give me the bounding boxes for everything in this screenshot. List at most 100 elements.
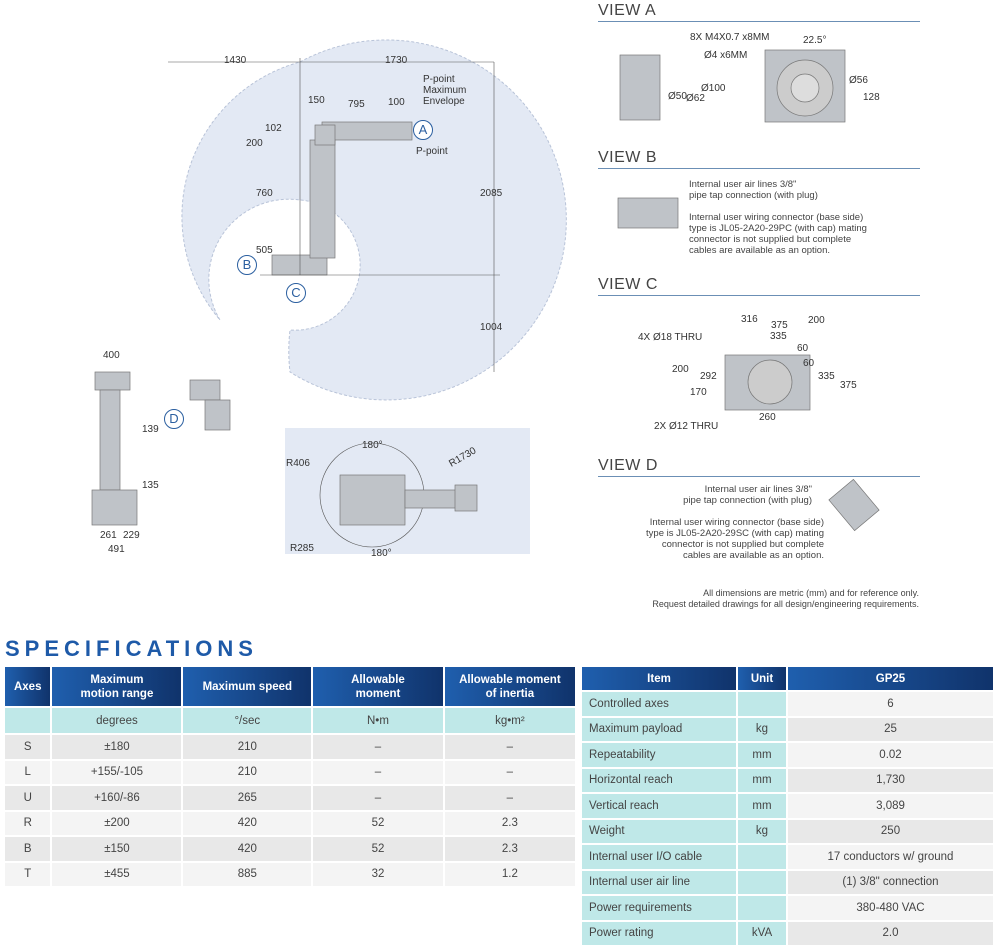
table-row: S ±180 210– – — [5, 735, 575, 761]
table-cell: – — [444, 735, 575, 761]
dim-label: Maximum — [423, 85, 467, 96]
table-cell: R — [5, 811, 51, 837]
item-cell: Internal user I/O cable — [582, 845, 736, 871]
dim-label: Ø100 — [701, 83, 726, 94]
table-cell: 32 — [313, 862, 443, 888]
table-cell: 885 — [183, 862, 312, 888]
item-cell: Weight — [582, 819, 736, 845]
table-cell: 2.3 — [444, 837, 575, 863]
dim-label: 22.5° — [803, 35, 827, 46]
column-header: GP25 — [788, 667, 993, 692]
unit-cell — [5, 708, 51, 735]
dim-label: 491 — [108, 544, 125, 555]
dim-label: 139 — [142, 424, 159, 435]
table-cell: U — [5, 786, 51, 812]
marker-c: C — [286, 283, 306, 303]
dim-label: 2085 — [480, 188, 503, 199]
table-row: Vertical reach mm 3,089 — [582, 794, 993, 820]
item-cell: Repeatability — [582, 743, 736, 769]
item-cell: Controlled axes — [582, 692, 736, 718]
table-cell: +155/-105 — [52, 760, 182, 786]
marker-b: B — [237, 255, 257, 275]
view-graphics — [617, 49, 880, 532]
dim-label: 100 — [388, 97, 405, 108]
unit-cell: degrees — [52, 708, 182, 735]
work-envelope — [181, 39, 567, 401]
dim-label: 316 — [741, 314, 758, 325]
dim-label: 375 — [840, 380, 857, 391]
dim-label: 335 — [818, 371, 835, 382]
unit-cell: mm — [738, 743, 786, 769]
dim-label: Ø4 x6MM — [704, 50, 748, 61]
robot-top-view — [339, 474, 478, 526]
unit-cell: kVA — [738, 921, 786, 947]
table-cell: ±200 — [52, 811, 182, 837]
unit-cell — [738, 692, 786, 718]
dim-label: 229 — [123, 530, 140, 541]
table-row: Weight kg 250 — [582, 819, 993, 845]
table-cell: 210 — [183, 760, 312, 786]
item-cell: Horizontal reach — [582, 768, 736, 794]
table-row: R ±200 420 52 2.3 — [5, 811, 575, 837]
dim-label: R285 — [290, 543, 314, 554]
table-row: Internal user I/O cable 17 conductors w/ … — [582, 845, 993, 871]
view-b-title: VIEW B — [598, 149, 920, 169]
value-cell: 380-480 VAC — [788, 896, 993, 922]
dim-label: Ø50 — [668, 91, 687, 102]
table-cell: B — [5, 837, 51, 863]
dim-label: Envelope — [423, 96, 465, 107]
table-row: L +155/-105 210– – — [5, 760, 575, 786]
unit-cell: kg•m² — [444, 708, 575, 735]
table-cell: 210 — [183, 735, 312, 761]
item-cell: Power rating — [582, 921, 736, 947]
item-cell: Internal user air line — [582, 870, 736, 896]
value-cell: 3,089 — [788, 794, 993, 820]
table-row: Power rating kVA 2.0 — [582, 921, 993, 947]
dim-label: 180° — [371, 548, 392, 559]
dim-label: Ø56 — [849, 75, 868, 86]
table-row: U +160/-86 265– – — [5, 786, 575, 812]
table-row: T ±455 885 32 1.2 — [5, 862, 575, 888]
dim-label: 335 — [770, 331, 787, 342]
table-cell: +160/-86 — [52, 786, 182, 812]
unit-cell: kg — [738, 819, 786, 845]
view-a-title: VIEW A — [598, 2, 920, 22]
unit-cell: N•m — [313, 708, 443, 735]
table-cell: 265 — [183, 786, 312, 812]
dim-label: 375 — [771, 320, 788, 331]
dim-label: R406 — [286, 458, 310, 469]
table-row: B ±150 420 52 2.3 — [5, 837, 575, 863]
view-c-title: VIEW C — [598, 276, 920, 296]
view-b-wiring-note: Internal user wiring connector (base sid… — [689, 212, 867, 256]
units-row: degrees °/sec N•m kg•m² — [5, 708, 575, 735]
axes-spec-table: Axes Maximum motion range Maximum speed … — [3, 667, 577, 888]
item-cell: Vertical reach — [582, 794, 736, 820]
value-cell: 0.02 — [788, 743, 993, 769]
column-header: Maximum speed — [183, 667, 312, 708]
table-cell: – — [313, 786, 443, 812]
technical-drawings: 1430 1730 P-point Maximum Envelope 150 7… — [91, 2, 920, 609]
robot-front-view — [91, 371, 231, 526]
dim-label: 8X M4X0.7 x8MM — [690, 32, 770, 43]
view-d-wiring-note: Internal user wiring connector (base sid… — [646, 517, 824, 561]
table-cell: – — [444, 760, 575, 786]
value-cell: 17 conductors w/ ground — [788, 845, 993, 871]
footnote: All dimensions are metric (mm) and for r… — [652, 588, 919, 609]
table-row: Power requirements 380-480 VAC — [582, 896, 993, 922]
dim-label: 60 — [797, 343, 809, 354]
dim-label: 1004 — [480, 322, 503, 333]
value-cell: 250 — [788, 819, 993, 845]
view-b-air-note: Internal user air lines 3/8" pipe tap con… — [689, 179, 818, 201]
table-cell: 1.2 — [444, 862, 575, 888]
column-header: Maximum motion range — [52, 667, 182, 708]
dim-label: 200 — [808, 315, 825, 326]
column-header: Allowable moment — [313, 667, 443, 708]
table-cell: – — [444, 786, 575, 812]
dim-label: 60 — [803, 358, 815, 369]
table-cell: 2.3 — [444, 811, 575, 837]
dim-label: 292 — [700, 371, 717, 382]
dim-label: P-point — [416, 146, 448, 157]
table-row: Horizontal reach mm 1,730 — [582, 768, 993, 794]
table-cell: L — [5, 760, 51, 786]
table-cell: 52 — [313, 837, 443, 863]
